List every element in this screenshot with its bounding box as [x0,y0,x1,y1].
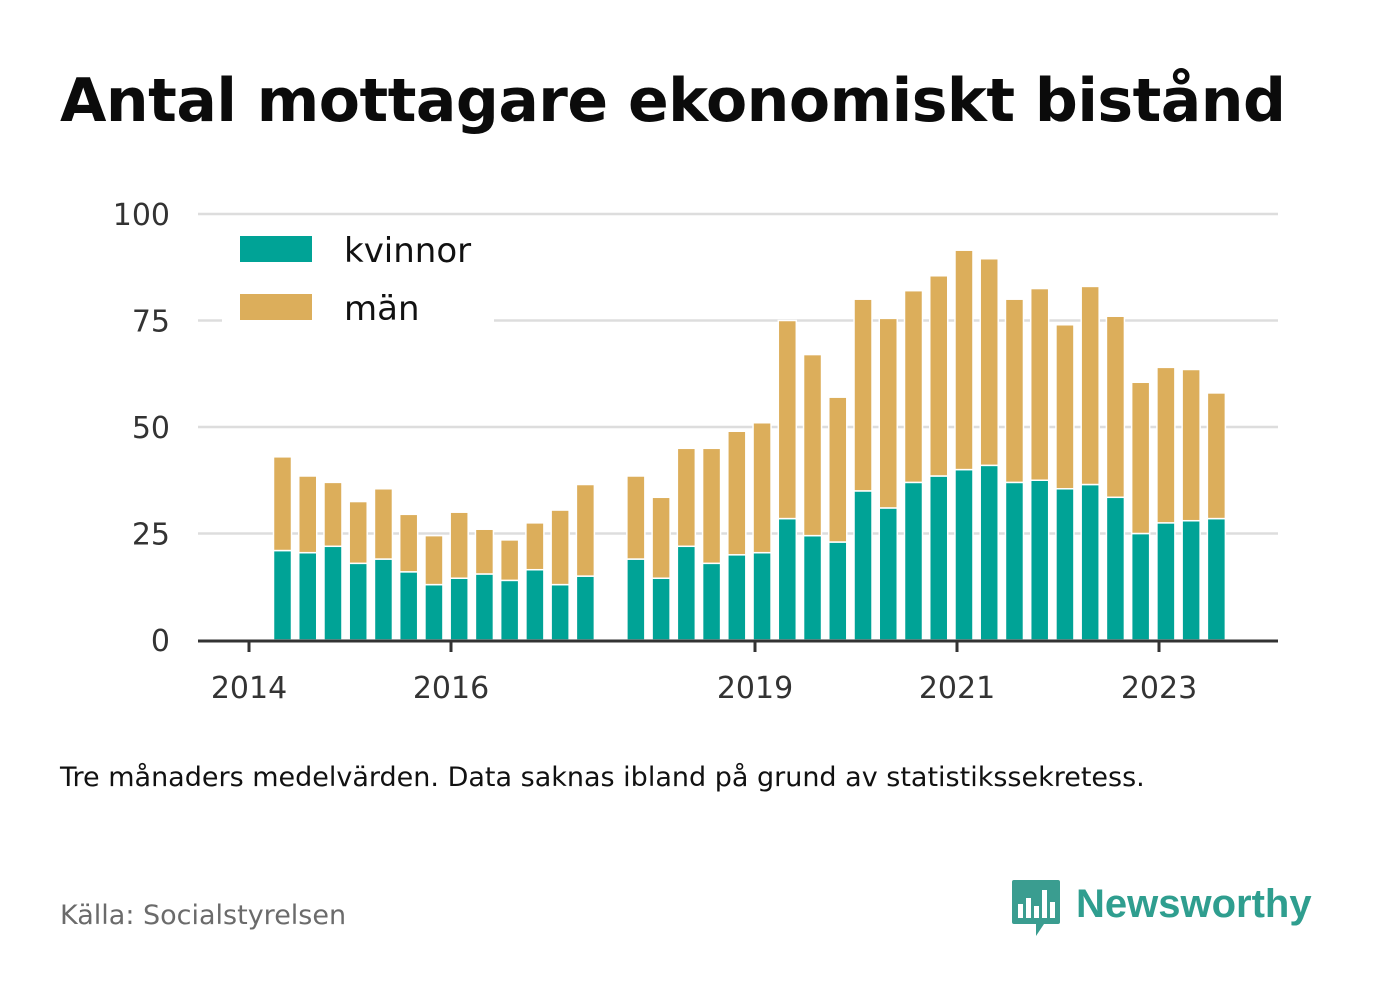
y-tick-label: 75 [132,305,170,340]
bar-man-25 [903,289,924,484]
legend-label-kvinnor: kvinnor [344,231,471,271]
x-tick-label: 2016 [413,671,489,706]
y-tick-label: 50 [132,411,170,446]
bar-kvinnor-26 [928,475,949,641]
bar-man-21 [802,353,823,537]
bar-kvinnor-36 [1181,519,1201,641]
bar-man-35 [1156,366,1176,524]
legend-swatch-kvinnor [240,236,312,262]
bar-kvinnor-16 [676,545,697,641]
y-tick-label: 0 [151,624,170,659]
bar-man-10 [525,522,545,571]
bar-kvinnor-37 [1206,517,1227,641]
bar-kvinnor-20 [777,517,798,641]
bar-man-0 [272,456,293,552]
bar-kvinnor-33 [1105,496,1126,641]
bar-kvinnor-9 [499,579,520,641]
bar-kvinnor-35 [1156,522,1176,641]
bar-kvinnor-11 [550,583,570,641]
x-tick-label: 2014 [211,671,287,706]
bar-kvinnor-17 [701,562,722,641]
bar-man-36 [1181,368,1201,522]
y-axis: 0 25 50 75 100 [113,198,170,659]
stacked-bar-chart: 2014 2016 2019 2021 2023 0 25 50 75 100 kvinnor … [113,198,1278,706]
bar-kvinnor-7 [449,577,469,641]
bar-kvinnor-27 [954,468,974,641]
bar-kvinnor-15 [651,577,671,641]
bar-man-27 [954,249,974,471]
bar-man-12 [575,483,596,577]
bar-kvinnor-22 [828,541,848,641]
bar-man-34 [1130,381,1151,535]
bar-man-29 [1004,298,1025,484]
bar-man-30 [1029,287,1050,481]
bar-man-33 [1105,315,1126,499]
bar-man-6 [424,534,444,586]
source-text: Källa: Socialstyrelsen [60,900,347,931]
bar-kvinnor-30 [1029,479,1050,641]
bar-kvinnor-4 [373,558,394,641]
bar-kvinnor-32 [1080,483,1100,641]
bar-kvinnor-25 [903,481,924,641]
x-tick-label: 2021 [919,671,995,706]
bar-kvinnor-6 [424,583,444,641]
bar-man-1 [297,475,318,554]
bar-man-19 [752,421,772,554]
bar-kvinnor-12 [575,575,596,641]
bar-man-26 [928,275,949,477]
bar-man-5 [398,513,419,573]
bar-kvinnor-3 [348,562,368,641]
bar-man-7 [449,511,469,579]
bar-kvinnor-21 [802,534,823,641]
legend-swatch-man [240,294,312,320]
brand-name: Newsworthy [1076,882,1312,926]
bar-kvinnor-19 [752,551,772,641]
bar-man-32 [1080,285,1100,486]
bar-kvinnor-0 [272,549,293,641]
bar-man-14 [626,475,646,560]
bar-man-28 [979,257,999,467]
bar-man-24 [878,317,899,509]
chart-title: Antal mottagare ekonomiskt bistånd [60,66,1286,136]
bar-kvinnor-5 [398,571,419,641]
bar-man-3 [348,500,368,565]
bar-kvinnor-31 [1055,488,1075,641]
bar-kvinnor-34 [1130,532,1151,641]
bar-man-16 [676,447,697,548]
legend: kvinnor män [222,226,494,329]
bar-man-8 [474,528,495,575]
bar-kvinnor-8 [474,573,495,641]
bar-man-31 [1055,324,1075,490]
bar-kvinnor-10 [525,568,545,641]
bar-man-37 [1206,392,1227,520]
y-tick-label: 100 [113,198,170,233]
bar-man-9 [499,539,520,582]
chart-note: Tre månaders medelvärden. Data saknas ib… [60,762,1145,793]
legend-label-man: män [344,289,420,329]
x-tick-label: 2023 [1121,671,1197,706]
bar-man-23 [853,298,873,492]
bar-man-4 [373,488,394,560]
bar-kvinnor-24 [878,507,899,641]
bar-man-20 [777,319,798,520]
bar-man-15 [651,496,671,579]
x-tick-label: 2019 [717,671,793,706]
newsworthy-logo-icon [1012,880,1060,936]
y-tick-label: 25 [132,518,170,553]
bar-man-11 [550,509,570,586]
bar-kvinnor-29 [1004,481,1025,641]
bar-man-22 [828,396,848,543]
bar-kvinnor-1 [297,551,318,641]
bar-kvinnor-14 [626,558,646,641]
newsworthy-brand[interactable]: Newsworthy [1010,878,1312,940]
bar-kvinnor-28 [979,464,999,641]
bar-man-18 [727,430,747,556]
x-axis: 2014 2016 2019 2021 2023 [198,639,1278,706]
bar-kvinnor-23 [853,490,873,641]
bar-man-17 [701,447,722,565]
bar-kvinnor-2 [323,545,343,641]
bar-kvinnor-18 [727,554,747,641]
bar-man-2 [323,481,343,548]
